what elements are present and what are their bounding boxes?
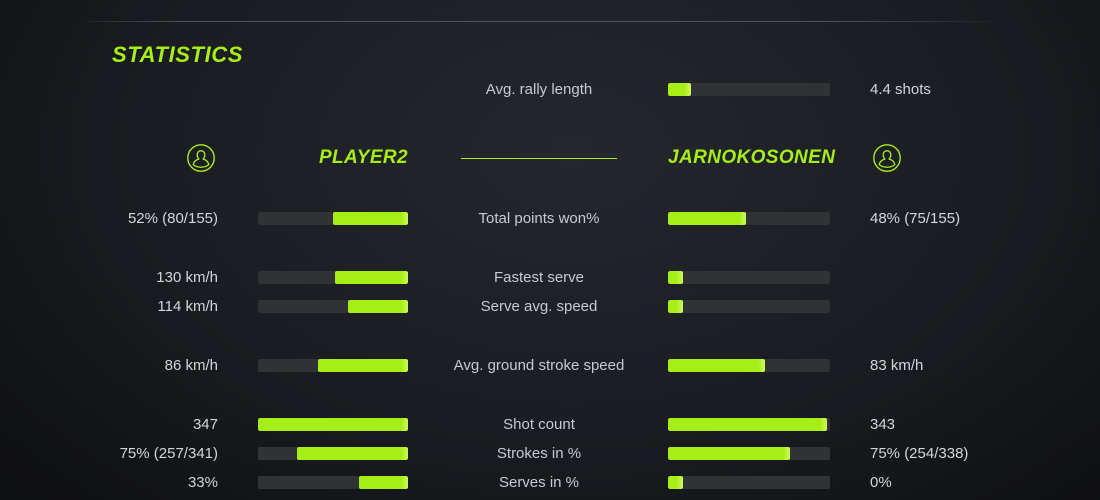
players-divider-line	[461, 157, 617, 159]
person-circle-icon	[872, 143, 902, 173]
stat-left-value: 52% (80/155)	[127, 210, 218, 227]
player-right-name: JARNOKOSONEN	[668, 147, 836, 168]
stat-left-bar-fill	[358, 476, 408, 489]
stat-row: 52% (80/155) Total points won% 48% (75/1…	[0, 204, 1100, 233]
stat-label: Serve avg. speed	[480, 298, 598, 315]
stat-right-bar	[668, 418, 830, 431]
stat-left-bar	[258, 300, 408, 313]
stat-right-bar-fill	[668, 300, 683, 313]
stat-right-bar-fill	[668, 418, 827, 431]
stat-right-bar	[668, 212, 830, 225]
stat-left-bar-fill	[318, 359, 408, 372]
stat-row: 347 Shot count 343	[0, 410, 1100, 439]
rally-length-row: Avg. rally length 4.4 shots	[0, 75, 1100, 104]
stat-left-value: 75% (257/341)	[119, 445, 218, 462]
stat-label: Strokes in %	[496, 445, 582, 462]
stat-right-value: 83 km/h	[870, 357, 924, 374]
stat-right-bar-fill	[668, 212, 746, 225]
stat-right-bar-fill	[668, 359, 766, 372]
players-header: PLAYER2 JARNOKOSONEN	[0, 143, 1100, 172]
stat-right-value: 75% (254/338)	[870, 445, 969, 462]
stat-left-bar	[258, 447, 408, 460]
stat-right-bar	[668, 271, 830, 284]
stat-label: Shot count	[503, 416, 575, 433]
stat-left-bar-fill	[333, 212, 408, 225]
player-left-name: PLAYER2	[318, 147, 408, 168]
rally-bar-fill	[668, 83, 691, 96]
stat-left-value: 347	[192, 416, 218, 433]
stat-left-value: 33%	[187, 474, 218, 491]
stat-row: 33% Serves in % 0%	[0, 468, 1100, 497]
stat-label: Serves in %	[498, 474, 580, 491]
rally-length-label: Avg. rally length	[485, 81, 593, 98]
stat-right-bar-fill	[668, 476, 683, 489]
stat-row: 75% (257/341) Strokes in % 75% (254/338)	[0, 439, 1100, 468]
stat-left-value: 114 km/h	[157, 298, 218, 315]
stat-left-bar-fill	[258, 418, 408, 431]
stat-right-value: 48% (75/155)	[870, 210, 961, 227]
stats-list: 52% (80/155) Total points won% 48% (75/1…	[0, 204, 1100, 497]
rally-length-bar	[668, 83, 830, 96]
stat-right-bar	[668, 476, 830, 489]
stat-left-bar	[258, 476, 408, 489]
stat-left-bar	[258, 359, 408, 372]
stat-left-bar-fill	[348, 300, 408, 313]
stat-left-bar	[258, 271, 408, 284]
top-divider	[88, 21, 1010, 22]
rally-length-value: 4.4 shots	[870, 81, 931, 98]
page-title: STATISTICS	[112, 42, 244, 67]
stat-right-value: 0%	[870, 474, 892, 491]
stat-left-value: 130 km/h	[156, 269, 218, 286]
stat-right-value: 343	[870, 416, 896, 433]
stat-label: Total points won%	[478, 210, 600, 227]
stat-right-bar	[668, 447, 830, 460]
stat-right-bar	[668, 300, 830, 313]
stat-label: Avg. ground stroke speed	[453, 357, 625, 374]
stat-left-bar	[258, 418, 408, 431]
stat-left-value: 86 km/h	[164, 357, 218, 374]
stat-right-bar	[668, 359, 830, 372]
stat-right-bar-fill	[668, 447, 790, 460]
stat-left-bar-fill	[297, 447, 408, 460]
stat-left-bar-fill	[334, 271, 408, 284]
stat-row: 86 km/h Avg. ground stroke speed 83 km/h	[0, 351, 1100, 380]
stat-left-bar	[258, 212, 408, 225]
stat-row: 114 km/h Serve avg. speed	[0, 292, 1100, 321]
person-circle-icon	[186, 143, 216, 173]
stat-label: Fastest serve	[493, 269, 585, 286]
stat-row: 130 km/h Fastest serve	[0, 263, 1100, 292]
stat-right-bar-fill	[668, 271, 683, 284]
